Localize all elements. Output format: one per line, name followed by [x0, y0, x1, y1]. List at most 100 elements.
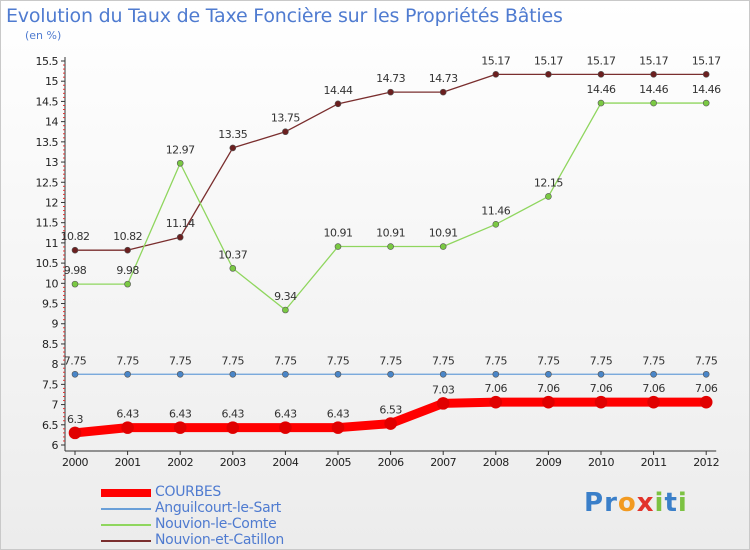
x-tick-label: 2010 — [588, 456, 614, 469]
data-point — [124, 246, 131, 254]
data-label: 7.75 — [169, 354, 192, 367]
data-point — [436, 397, 450, 410]
data-label: 6.43 — [327, 408, 350, 421]
x-tick-label: 2011 — [641, 456, 667, 469]
data-label: 7.75 — [537, 354, 560, 367]
y-tick-label: 15 — [45, 75, 58, 88]
data-label: 7.03 — [432, 383, 455, 396]
data-point — [542, 395, 555, 409]
data-label: 14.46 — [692, 83, 721, 96]
data-point — [699, 395, 713, 409]
data-label: 15.17 — [481, 54, 510, 67]
data-point — [282, 370, 289, 378]
data-label: 6.43 — [222, 408, 245, 421]
y-tick-label: 7.5 — [42, 378, 58, 391]
data-point — [334, 370, 342, 378]
data-point — [279, 421, 292, 434]
data-label: 9.98 — [64, 264, 87, 277]
data-point — [597, 71, 605, 78]
data-point — [594, 395, 608, 409]
x-tick-label: 2009 — [535, 456, 561, 469]
data-point — [71, 280, 79, 288]
data-label: 10.91 — [324, 227, 353, 240]
logo-letter: r — [604, 488, 618, 518]
data-label: 14.46 — [639, 83, 668, 96]
data-label: 9.34 — [274, 290, 297, 303]
data-label: 7.75 — [327, 354, 350, 367]
data-label: 10.37 — [218, 248, 247, 261]
data-point — [387, 370, 394, 378]
legend-label: Anguilcourt-le-Sart — [155, 500, 281, 516]
data-label: 7.06 — [695, 382, 718, 395]
data-point — [650, 370, 657, 378]
data-point — [597, 99, 605, 107]
logo-letter: x — [636, 488, 655, 518]
x-tick-label: 2006 — [378, 456, 404, 469]
legend-swatch — [101, 489, 151, 497]
data-point — [124, 370, 131, 378]
y-unit-label: (en %) — [25, 29, 62, 42]
data-point — [282, 128, 289, 136]
legend-label: Nouvion-le-Comte — [155, 516, 277, 532]
data-label: 6.43 — [116, 408, 139, 421]
data-point — [439, 88, 447, 96]
data-point — [650, 99, 657, 107]
legend-swatch — [101, 508, 151, 510]
data-label: 6.3 — [67, 413, 83, 426]
data-label: 7.75 — [274, 354, 297, 367]
y-tick-label: 8 — [52, 358, 59, 371]
data-label: 15.17 — [692, 54, 721, 67]
data-point — [702, 71, 710, 78]
data-label: 12.15 — [534, 176, 563, 189]
data-label: 7.75 — [590, 354, 613, 367]
data-label: 10.82 — [61, 230, 90, 243]
x-tick-label: 2004 — [272, 456, 298, 469]
legend-swatch — [101, 524, 151, 526]
data-point — [121, 421, 134, 434]
data-point — [489, 395, 503, 409]
data-point — [176, 370, 184, 378]
data-point — [492, 221, 500, 228]
y-tick-label: 6.5 — [42, 419, 58, 432]
y-tick-label: 7 — [52, 399, 59, 412]
data-point — [229, 370, 237, 378]
data-point — [492, 370, 500, 378]
data-point — [439, 370, 447, 378]
x-tick-label: 2000 — [62, 456, 88, 469]
data-point — [68, 426, 82, 440]
data-label: 7.75 — [695, 354, 718, 367]
data-label: 10.91 — [429, 227, 458, 240]
logo-letter: t — [664, 488, 678, 518]
data-label: 7.06 — [485, 382, 508, 395]
data-point — [384, 417, 397, 430]
logo-letter: P — [584, 488, 605, 518]
data-point — [282, 306, 289, 314]
data-point — [334, 243, 342, 250]
data-point — [545, 370, 552, 378]
data-label: 10.91 — [376, 227, 405, 240]
data-point — [176, 233, 184, 241]
legend-swatch — [101, 540, 151, 542]
data-label: 7.75 — [642, 354, 665, 367]
y-tick-label: 15.5 — [36, 55, 59, 68]
data-point — [124, 280, 131, 288]
x-tick-label: 2003 — [220, 456, 246, 469]
data-label: 15.17 — [534, 54, 563, 67]
data-point — [229, 265, 237, 272]
y-tick-label: 6 — [52, 439, 59, 452]
data-point — [387, 88, 394, 96]
series-line-nouvion-le-comte — [75, 102, 707, 311]
data-point — [647, 395, 660, 409]
y-tick-label: 10.5 — [36, 257, 59, 270]
data-label: 10.82 — [113, 230, 142, 243]
data-label: 14.73 — [376, 72, 405, 85]
data-label: 15.17 — [639, 54, 668, 67]
data-point — [387, 243, 394, 250]
y-tick-label: 8.5 — [42, 338, 58, 351]
data-label: 7.06 — [590, 382, 613, 395]
y-tick-label: 13.5 — [36, 136, 59, 149]
data-label: 14.73 — [429, 72, 458, 85]
data-point — [334, 100, 342, 108]
